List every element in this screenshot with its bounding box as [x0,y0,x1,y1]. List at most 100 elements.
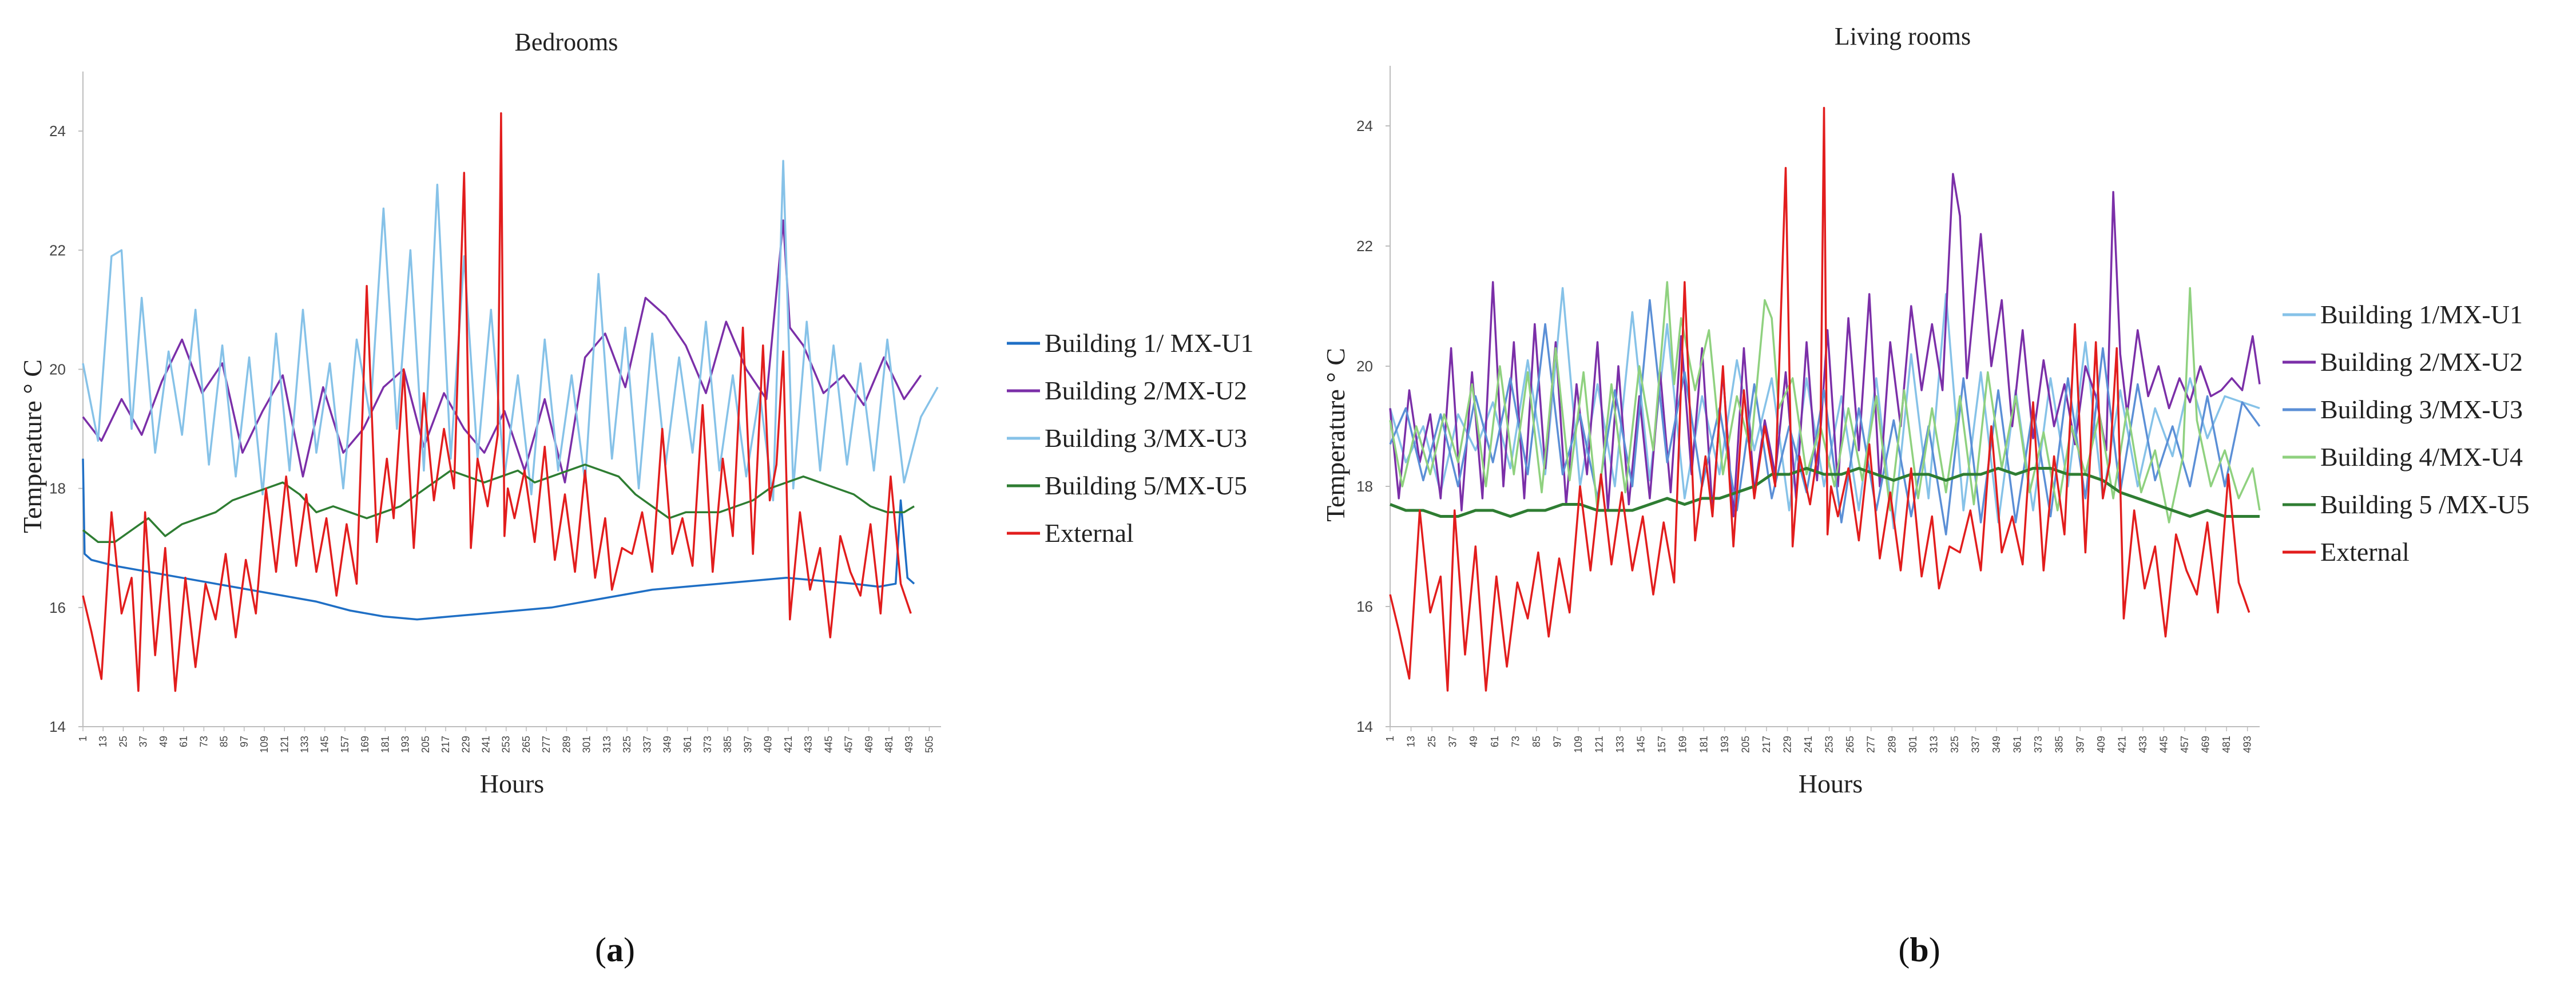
x-tick-label: 277 [1865,736,1877,753]
x-tick-label: 157 [1656,736,1668,753]
x-tick-label: 13 [1406,736,1417,747]
x-tick-label: 181 [1698,736,1709,753]
y-tick-label: 14 [1356,718,1373,735]
x-tick-label: 61 [178,736,189,747]
x-tick-label: 73 [198,736,209,747]
x-tick-label: 265 [521,736,532,753]
y-tick-label: 16 [1356,598,1373,615]
x-tick-label: 421 [783,736,794,753]
chart-living-rooms: Living rooms Temperature ° C Hours 14161… [1321,22,2529,969]
legend-label: External [1045,518,1134,548]
x-tick-label: 457 [843,736,855,753]
x-tick-label: 229 [460,736,471,753]
chart-bedrooms: Bedrooms Temperature ° C Hours 14 16 18 20 2… [18,28,1253,969]
y-tick-label: 20 [1356,358,1373,375]
x-tick-label: 469 [863,736,875,753]
panel-caption-letter: a [606,931,624,969]
x-tick-label: 493 [2242,736,2253,753]
y-tick-label: 24 [1356,117,1373,134]
x-tick-label: 121 [1594,736,1605,753]
x-tick-label: 253 [1824,736,1835,753]
x-tick-label: 409 [2095,736,2107,753]
legend-label: Building 1/MX-U1 [2320,300,2523,329]
x-tick-label: 205 [420,736,431,753]
x-tick-label: 433 [803,736,814,753]
x-tick-label: 97 [239,736,250,747]
x-tick-label: 289 [1886,736,1898,753]
x-tick-label: 157 [339,736,351,753]
x-tick-label: 277 [541,736,552,753]
x-tick-label: 1 [1384,736,1396,742]
x-tick-label: 109 [1573,736,1584,753]
legend-label: Building 3/MX-U3 [2320,395,2523,424]
y-axis-label: Temperature ° C [18,359,47,533]
plot-lines [82,112,939,692]
x-tick-label: 325 [621,736,633,753]
x-tick-label: 193 [400,736,411,753]
y-tick-label: 20 [49,360,66,378]
series-line-1 [82,458,915,621]
x-tick-label: 421 [2116,736,2128,753]
legend-label: Building 2/MX-U2 [2320,347,2523,376]
series-line-3 [82,160,939,502]
series-line-4 [82,463,915,544]
x-tick-label: 181 [379,736,391,753]
y-tick-label: 18 [1356,478,1373,495]
x-tick-label: 349 [662,736,673,753]
x-tick-label: 217 [440,736,451,753]
x-tick-label: 505 [923,736,935,753]
x-tick-label: 313 [1928,736,1939,753]
x-tick-label: 37 [1447,736,1459,747]
x-axis-label: Hours [480,769,544,798]
x-axis-label: Hours [1799,769,1863,798]
x-tick-label: 289 [561,736,572,753]
x-tick-label: 397 [2074,736,2086,753]
x-tick-label: 193 [1719,736,1730,753]
panel-caption: (b) [1898,931,1940,969]
x-tick-label: 361 [682,736,693,753]
x-tick-label: 85 [1531,736,1542,747]
x-tick-label: 205 [1740,736,1751,753]
x-tick-label: 13 [97,736,109,747]
series-line-5 [1390,467,2260,518]
legend-label: Building 5/MX-U5 [1045,471,1247,500]
x-tick-label: 229 [1782,736,1793,753]
legend-label: Building 5 /MX-U5 [2320,490,2529,519]
x-tick-label: 325 [1949,736,1960,753]
legend: Building 1/MX-U1 Building 2/MX-U2 Building… [2283,300,2529,566]
x-tick-label: 493 [903,736,915,753]
x-tick-label: 1 [77,736,89,742]
x-tick-label: 241 [481,736,492,753]
x-tick-label: 337 [641,736,653,753]
chart-title: Living rooms [1835,22,1971,50]
x-tick-label: 109 [259,736,270,753]
panel-caption-letter: b [1910,931,1928,969]
x-tick-label: 481 [883,736,895,753]
x-tick-label: 145 [319,736,331,753]
x-tick-label: 373 [2033,736,2044,753]
x-tick-label: 457 [2179,736,2190,753]
panel-caption: (a) [595,931,635,969]
legend-label: External [2320,537,2410,566]
x-tick-label: 301 [581,736,593,753]
x-tick-label: 397 [742,736,753,753]
x-tick-label: 409 [763,736,774,753]
y-tick-label: 24 [49,122,66,140]
x-tick-label: 445 [2158,736,2169,753]
x-tick-label: 49 [1468,736,1479,747]
x-tick-label: 73 [1510,736,1521,747]
x-tick-label: 133 [1614,736,1626,753]
chart-title: Bedrooms [515,28,618,56]
plot-lines [1389,106,2261,692]
x-tick-label: 169 [359,736,371,753]
x-tick-label: 361 [2012,736,2023,753]
x-tick-label: 385 [722,736,733,753]
x-tick-label: 253 [501,736,512,753]
x-tick-label: 313 [601,736,613,753]
y-tick-label: 14 [49,718,66,735]
x-tick-label: 217 [1761,736,1772,753]
series-line-6 [1389,106,2250,692]
x-tick-label: 121 [279,736,290,753]
